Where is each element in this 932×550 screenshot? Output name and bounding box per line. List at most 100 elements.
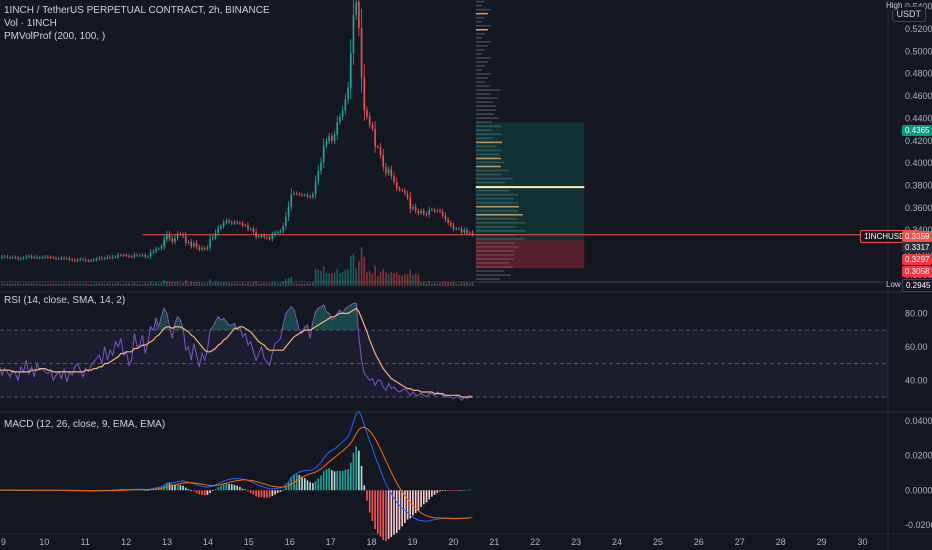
x-tick-label: 22 xyxy=(530,537,540,547)
profile-bar xyxy=(475,165,501,168)
volume-bar xyxy=(93,283,95,286)
macd-histogram-bar xyxy=(252,490,255,495)
price-candles xyxy=(1,0,474,263)
x-tick-label: 26 xyxy=(694,537,704,547)
candle-body xyxy=(122,255,125,256)
volume-bar xyxy=(68,283,71,286)
volume-bar xyxy=(160,282,163,286)
macd-histogram-bar xyxy=(460,490,463,491)
candle-body xyxy=(36,257,38,258)
x-tick-label: 29 xyxy=(817,537,827,547)
macd-histogram-bar xyxy=(230,484,233,491)
profile-bar xyxy=(475,242,515,244)
rsi-overbought-fill xyxy=(311,321,315,331)
volume-legend[interactable]: Vol · 1INCH xyxy=(4,18,57,29)
profile-bar xyxy=(475,137,493,140)
macd-histogram-bar xyxy=(144,489,147,491)
candle-body xyxy=(198,247,201,250)
macd-legend[interactable]: MACD (12, 26, close, 9, EMA, EMA) xyxy=(4,419,166,430)
volume-bar xyxy=(441,281,444,286)
volume-bar xyxy=(458,283,460,286)
volume-bar xyxy=(268,283,271,286)
volume-bar xyxy=(225,282,228,286)
macd-histogram-bar xyxy=(387,490,390,539)
volume-bar xyxy=(149,281,152,286)
price-tick-label: 0.5200 xyxy=(905,24,932,34)
candle-body xyxy=(228,220,230,223)
volume-bar xyxy=(155,282,157,286)
volume-bar xyxy=(382,269,385,286)
macd-histogram-bar xyxy=(320,475,322,491)
macd-histogram-bar xyxy=(444,490,447,491)
candle-body xyxy=(111,256,114,258)
macd-pane xyxy=(0,410,473,542)
candle-body xyxy=(206,247,209,249)
candle-body xyxy=(222,222,225,227)
profile-bar xyxy=(475,254,514,256)
candle-body xyxy=(257,236,260,238)
profile-bar xyxy=(475,65,485,67)
profile-bar xyxy=(475,173,502,176)
candle-body xyxy=(214,232,217,238)
volume-profile-legend[interactable]: PMVolProf (200, 100, ) xyxy=(4,31,106,42)
volume-bar xyxy=(401,275,403,286)
volume-bar xyxy=(144,283,147,286)
macd-histogram-bar xyxy=(468,489,471,491)
long-position-tool[interactable] xyxy=(0,122,888,283)
candle-body xyxy=(271,234,274,240)
profile-bar xyxy=(475,209,518,212)
volume-bar xyxy=(76,283,79,286)
macd-histogram-bar xyxy=(263,490,266,498)
volume-bar xyxy=(398,274,401,286)
volume-bar xyxy=(120,283,122,286)
volume-bar xyxy=(274,282,276,286)
volume-bar xyxy=(106,283,109,286)
volume-bar xyxy=(157,283,160,286)
candle-body xyxy=(331,136,333,141)
profile-bar xyxy=(475,20,482,23)
candle-body xyxy=(390,169,393,177)
volume-bar xyxy=(314,268,317,286)
volume-bar xyxy=(241,282,244,286)
volume-bar xyxy=(82,283,84,286)
rsi-overbought-fill xyxy=(284,313,288,331)
candle-body xyxy=(82,259,84,260)
candle-body xyxy=(387,169,390,174)
rsi-overbought-fill xyxy=(176,316,180,331)
macd-histogram-bar xyxy=(147,490,149,491)
volume-bar xyxy=(95,283,98,286)
candle-body xyxy=(136,254,138,256)
candle-body xyxy=(176,233,179,239)
candle-body xyxy=(220,226,222,229)
volume-bar xyxy=(79,283,82,286)
candle-body xyxy=(255,231,257,237)
macd-histogram-bar xyxy=(279,490,282,492)
rsi-overbought-fill xyxy=(219,320,223,331)
candle-body xyxy=(366,110,368,117)
candle-body xyxy=(274,232,276,235)
candle-body xyxy=(309,196,312,198)
candle-body xyxy=(49,257,52,258)
rsi-overbought-fill xyxy=(316,308,320,331)
macd-histogram-bar xyxy=(217,487,220,491)
rsi-overbought-fill xyxy=(211,326,215,331)
macd-histogram-bar xyxy=(366,490,368,501)
currency-selector[interactable]: USDT xyxy=(891,6,926,22)
macd-histogram-bar xyxy=(190,490,193,492)
candle-body xyxy=(341,110,344,117)
profile-bar xyxy=(475,262,509,264)
candle-body xyxy=(266,237,268,238)
symbol-legend[interactable]: 1INCH / TetherUS PERPETUAL CONTRACT, 2h,… xyxy=(4,5,270,16)
volume-bar xyxy=(1,283,3,286)
volume-bar xyxy=(198,282,201,286)
macd-histogram-bar xyxy=(271,490,274,496)
rsi-legend[interactable]: RSI (14, close, SMA, 14, 2) xyxy=(4,295,126,306)
candle-body xyxy=(33,257,36,258)
volume-bar xyxy=(109,283,111,286)
volume-bar xyxy=(184,280,187,286)
volume-bar xyxy=(179,283,182,286)
volume-bar xyxy=(390,272,393,286)
macd-histogram-bar xyxy=(257,490,260,498)
volume-bar xyxy=(87,283,90,286)
macd-histogram-bar xyxy=(314,481,317,491)
